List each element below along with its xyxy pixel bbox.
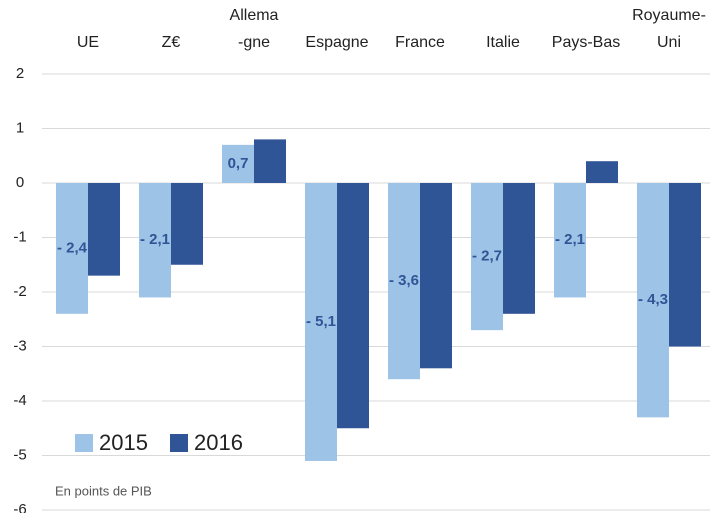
x-tick-label: Pays-Bas xyxy=(551,34,621,51)
bar xyxy=(637,183,669,418)
legend-label: 2015 xyxy=(99,430,148,455)
y-tick-label: -2 xyxy=(13,283,26,300)
value-label: - 4,5 xyxy=(338,297,368,314)
bar xyxy=(388,183,420,380)
value-label: 0,4 xyxy=(592,163,614,180)
value-label: - 2,7 xyxy=(472,248,502,265)
x-tick-label: Espagne xyxy=(305,34,369,51)
bar xyxy=(420,183,452,369)
y-tick-label: -3 xyxy=(13,337,26,354)
value-label: - 2,4 xyxy=(57,239,88,256)
value-label: - 5,1 xyxy=(306,313,336,330)
x-tick-label: Allema -gne xyxy=(229,7,279,51)
y-tick-label: -4 xyxy=(13,392,26,409)
y-tick-label: 2 xyxy=(16,65,24,82)
y-tick-label: 0 xyxy=(16,174,24,191)
bar xyxy=(554,183,586,298)
value-label: - 4,3 xyxy=(638,291,668,308)
y-tick-label: -5 xyxy=(13,446,26,463)
bar xyxy=(171,183,203,265)
y-tick-label: -6 xyxy=(13,501,26,513)
x-tick-label: Royaume- Uni xyxy=(632,7,706,51)
legend-swatch xyxy=(75,434,93,452)
bar xyxy=(139,183,171,298)
y-tick-label: 1 xyxy=(16,119,24,136)
legend-label: 2016 xyxy=(194,430,243,455)
note: En points de PIB xyxy=(55,483,152,498)
value-label: - 1,7 xyxy=(89,220,119,237)
legend-swatch xyxy=(170,434,188,452)
bar xyxy=(222,144,254,183)
bar xyxy=(669,183,701,347)
value-label: - 2,1 xyxy=(140,231,170,248)
x-tick-label: France xyxy=(395,34,445,51)
bar xyxy=(56,183,88,314)
x-tick-label: Italie xyxy=(486,34,520,51)
value-label: - 3,6 xyxy=(389,272,419,289)
value-label: - 3,0 xyxy=(670,256,700,273)
y-tick-label: -1 xyxy=(13,228,26,245)
value-label: 0,8 xyxy=(260,152,281,169)
bar xyxy=(503,183,535,314)
bar xyxy=(305,183,337,461)
bar xyxy=(254,139,286,183)
x-tick-label: UE xyxy=(76,34,100,51)
value-label: 0,7 xyxy=(228,155,249,172)
x-tick-label: Z€ xyxy=(161,34,181,51)
value-label: - 1,5 xyxy=(172,215,202,232)
value-label: - 3,4 xyxy=(421,267,452,284)
value-label: - 2,4 xyxy=(504,239,535,256)
bar xyxy=(88,183,120,276)
value-label: - 2,1 xyxy=(555,231,585,248)
bar xyxy=(471,183,503,331)
bar xyxy=(337,183,369,429)
bar xyxy=(586,161,618,183)
